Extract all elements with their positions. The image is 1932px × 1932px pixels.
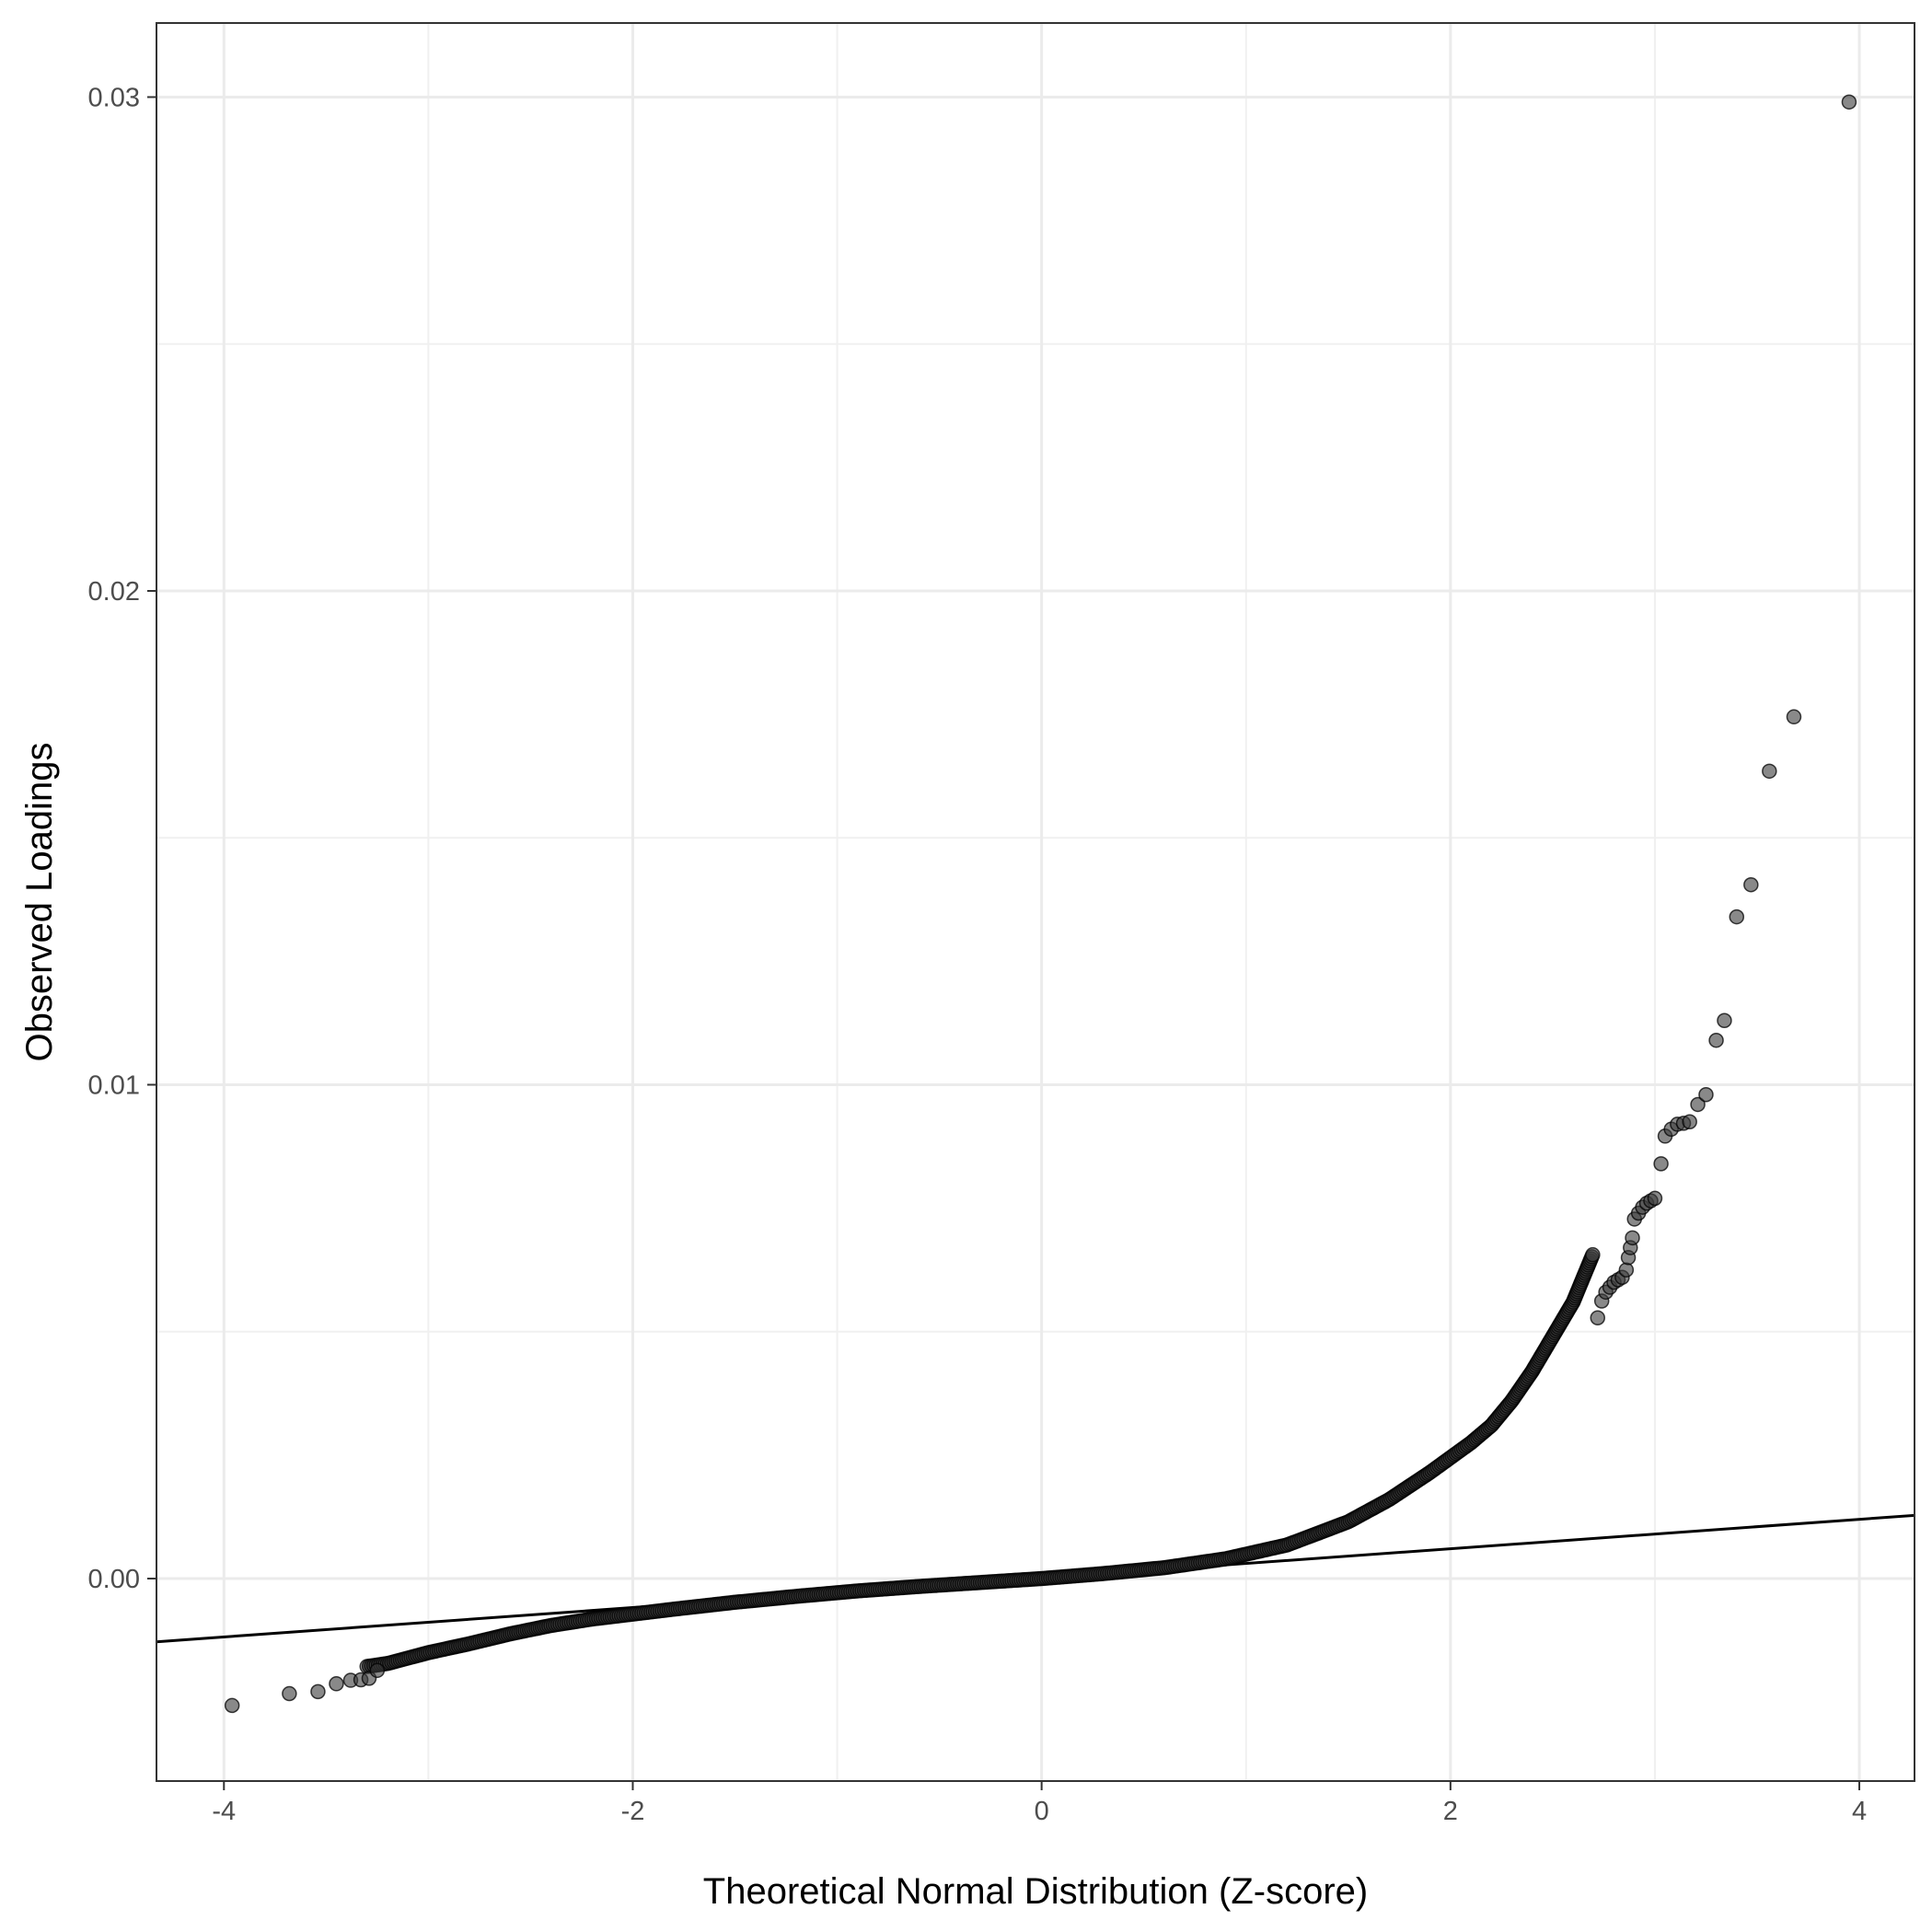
x-axis-title: Theoretical Normal Distribution (Z-score… [703, 1871, 1368, 1912]
y-axis-ticks: 0.00 0.01 0.02 0.03 [88, 83, 156, 1594]
x-tick-label: -2 [621, 1797, 645, 1826]
tail-point [1625, 1230, 1640, 1246]
tail-point [1590, 1310, 1606, 1325]
tail-point [329, 1676, 344, 1692]
y-tick-label: 0.01 [88, 1071, 140, 1101]
tail-point [1786, 709, 1802, 725]
tail-point [282, 1685, 297, 1702]
tail-point [1841, 94, 1857, 110]
data-points [224, 94, 1857, 1714]
x-tick-label: 2 [1443, 1797, 1458, 1826]
y-tick-label: 0.03 [88, 83, 140, 112]
x-axis-ticks: -4 -2 0 2 4 [212, 1781, 1867, 1826]
tail-point [224, 1697, 240, 1714]
tail-point [1647, 1190, 1663, 1207]
tail-point [1682, 1114, 1697, 1129]
tail-point [1653, 1156, 1669, 1172]
tail-point [369, 1662, 386, 1679]
x-tick-label: -4 [212, 1797, 236, 1826]
tail-point [1762, 763, 1777, 780]
tail-point [1729, 908, 1745, 925]
y-axis-title: Observed Loadings [19, 743, 60, 1062]
minor-gridlines [156, 23, 1915, 1781]
panel-border [156, 22, 1915, 1782]
curve-point [1585, 1246, 1601, 1263]
y-tick-label: 0.00 [88, 1565, 140, 1594]
tail-point [1690, 1096, 1706, 1113]
tail-point [1717, 1012, 1732, 1029]
tail-point [1698, 1086, 1714, 1103]
tail-point [1708, 1032, 1724, 1048]
tail-point [1743, 876, 1759, 893]
x-tick-label: 4 [1852, 1797, 1867, 1826]
x-tick-label: 0 [1035, 1797, 1049, 1826]
tail-point [1618, 1262, 1635, 1278]
y-tick-label: 0.02 [88, 577, 140, 607]
tail-point [310, 1683, 326, 1700]
